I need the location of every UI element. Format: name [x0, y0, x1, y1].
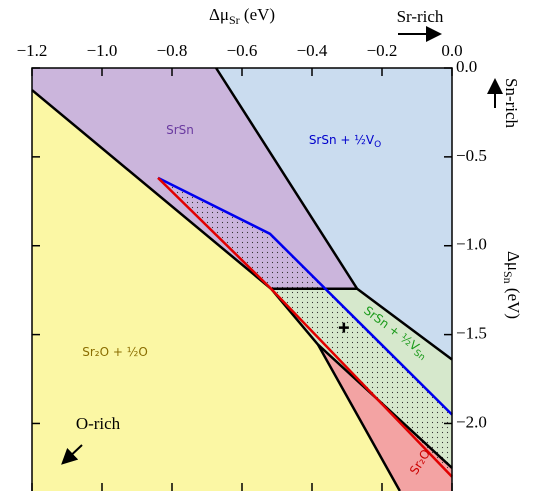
sn-rich-label: Sn-rich: [502, 78, 521, 129]
x-tick-label: −0.6: [227, 41, 258, 60]
x-axis-title: ΔμSr (eV): [209, 5, 275, 27]
region: [317, 344, 452, 491]
y-tick-label: 0.0: [456, 57, 477, 76]
y-tick-label: −2.0: [456, 412, 487, 431]
sr-rich-label: Sr-rich: [397, 7, 444, 26]
o-rich-label: O-rich: [76, 414, 121, 433]
x-tick-label: −0.4: [297, 41, 328, 60]
y-tick-label: −1.5: [456, 324, 487, 343]
region: [216, 68, 452, 360]
x-tick-label: −1.2: [17, 41, 48, 60]
boundary-line: [157, 176, 453, 478]
y-axis-title: ΔμSn (eV): [501, 251, 523, 319]
region-label-text: SrSn + ½V: [309, 133, 375, 147]
point-marker: [338, 322, 349, 333]
region: [32, 68, 358, 289]
region-label: SrSn: [166, 123, 194, 137]
x-tick-label: 0.0: [441, 41, 462, 60]
y-tick-label: −0.5: [456, 146, 487, 165]
region-label: SrSn + ½VO: [309, 133, 381, 150]
boundary-line: [31, 89, 401, 491]
region-label: Sr₂O + ½O: [82, 345, 148, 359]
x-tick-label: −1.0: [87, 41, 118, 60]
region-label-text: Sr₂O + ½O: [82, 345, 148, 359]
region-label-sub: O: [374, 140, 381, 150]
boundary-line: [157, 176, 453, 416]
x-tick-label: −0.2: [367, 41, 398, 60]
region-label-text: SrSn: [166, 123, 194, 137]
region: [32, 90, 400, 491]
y-tick-label: −1.0: [456, 235, 487, 254]
x-tick-label: −0.8: [157, 41, 188, 60]
o-rich-arrow: [61, 444, 83, 465]
